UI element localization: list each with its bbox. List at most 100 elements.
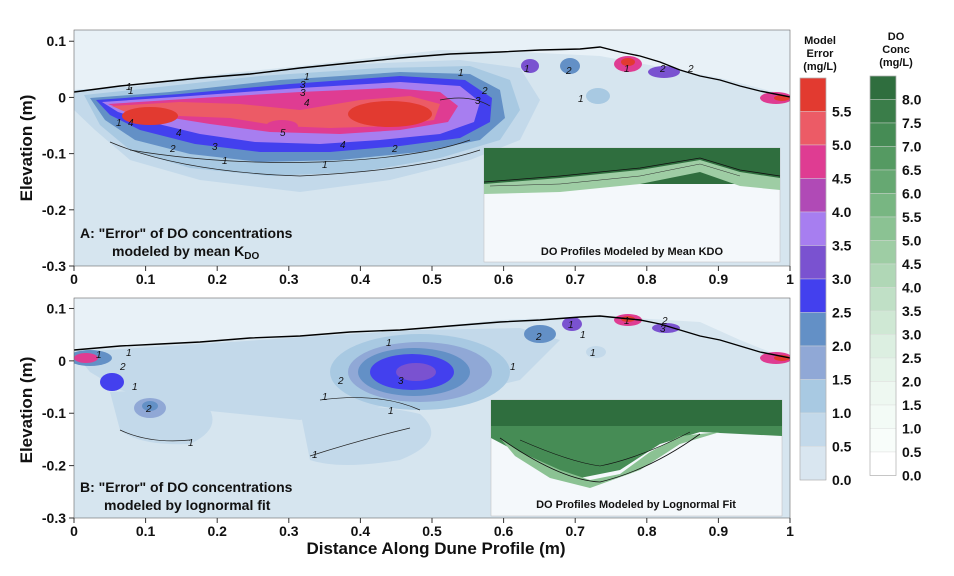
legend-do-swatch bbox=[869, 310, 897, 335]
inset-b-line bbox=[499, 433, 701, 483]
x-tick-label: 1 bbox=[786, 271, 794, 287]
y-tick-label: 0 bbox=[58, 89, 66, 105]
legend-error-swatch bbox=[799, 211, 827, 246]
contour-label-a-2: 3 bbox=[212, 142, 218, 153]
x-tick-label: 0.2 bbox=[207, 271, 227, 287]
panel-b-surface-line bbox=[74, 315, 790, 359]
inset-b-line-2 bbox=[519, 431, 691, 467]
blob-b-5 bbox=[396, 363, 436, 381]
contour-label-a-14: 1 bbox=[524, 64, 530, 75]
contour-label-b-13: 1 bbox=[568, 320, 574, 331]
contour-label-b-6: 2 bbox=[337, 376, 344, 387]
x-tick-label: 0.9 bbox=[709, 271, 729, 287]
contour-label-b-2: 1 bbox=[132, 382, 138, 393]
y-tick-label: -0.1 bbox=[42, 405, 66, 421]
patch-b-2 bbox=[74, 353, 98, 363]
x-tick-label: 0.7 bbox=[565, 271, 585, 287]
panel-b-inset: DO Profiles Modeled by Lognormal Fit bbox=[490, 399, 783, 517]
legend-error-swatch bbox=[799, 345, 827, 380]
x-tick-label: 0.1 bbox=[136, 271, 156, 287]
contour-label-b-3: 2 bbox=[145, 404, 152, 415]
legend-error-swatch bbox=[799, 446, 827, 481]
x-tick-label: 0.4 bbox=[351, 271, 371, 287]
panel-b-contour-labels: 1 2 1 2 1 1 2 3 1 1 1 1 2 1 1 1 3 2 1 1 bbox=[96, 316, 668, 461]
panel-b-x-ticks: 0 0.1 0.2 0.3 0.4 0.5 0.6 0.7 0.8 0.9 1 bbox=[70, 518, 794, 539]
panel-b-label-line1: B: "Error" of DO concentrations bbox=[80, 479, 293, 495]
legend-error-swatch bbox=[799, 379, 827, 414]
legend-do-tick: 7.5 bbox=[902, 115, 922, 131]
legend-do-swatch bbox=[869, 451, 897, 476]
legend-do-tick: 7.0 bbox=[902, 139, 922, 155]
legend-do-tick: 2.0 bbox=[902, 374, 922, 390]
legend-error-title-3: (mg/L) bbox=[803, 61, 837, 73]
legend-do-title-2: Conc bbox=[882, 44, 910, 56]
contour-label-a-16: 1 bbox=[578, 94, 584, 105]
contour-label-b-14: 1 bbox=[590, 348, 596, 359]
legend-do-swatch bbox=[869, 146, 897, 171]
legend-do-swatch bbox=[869, 357, 897, 382]
contour-label-a-11: 2 bbox=[391, 144, 398, 155]
contour-label-a-0: 1 bbox=[126, 82, 132, 93]
contour-label-a-22: 1 bbox=[304, 72, 310, 83]
legend-do-swatch bbox=[869, 75, 897, 100]
legend-do-title-1: DO bbox=[888, 31, 905, 43]
contour-label-a-19: 2 bbox=[687, 64, 694, 75]
patch-a-5 bbox=[621, 58, 635, 66]
legend-do-ticks: 8.0 7.5 7.0 6.5 6.0 5.5 5.0 4.5 4.0 3.5 3.0 2.5 2.0 1… bbox=[902, 92, 922, 484]
core-a-2 bbox=[348, 101, 432, 127]
legend-do-swatch bbox=[869, 263, 897, 288]
legend-error-swatch bbox=[799, 144, 827, 179]
legend-do-tick: 0.0 bbox=[902, 468, 922, 484]
legend-do-swatch bbox=[869, 216, 897, 241]
x-tick-label: 0.7 bbox=[565, 523, 585, 539]
legend-do-tick: 0.5 bbox=[902, 444, 922, 460]
legend-do-swatch bbox=[869, 381, 897, 406]
patch-b-3 bbox=[100, 373, 124, 391]
contour-label-a-8: 1 bbox=[322, 160, 328, 171]
legend-error-swatch bbox=[799, 178, 827, 213]
legend-do-title-3: (mg/L) bbox=[879, 57, 913, 69]
legend-do-tick: 8.0 bbox=[902, 92, 922, 108]
x-tick-label: 0 bbox=[70, 523, 78, 539]
inset-a-line-2 bbox=[489, 163, 741, 187]
legend-do-tick: 5.5 bbox=[902, 209, 922, 225]
panel-a-contour-lines bbox=[109, 97, 491, 177]
legend-error-swatch bbox=[799, 111, 827, 146]
legend-error-tick: 0.5 bbox=[832, 439, 852, 455]
panel-a-inset: DO Profiles Modeled by Mean KDO bbox=[483, 147, 781, 263]
legend-do-tick: 1.5 bbox=[902, 397, 922, 413]
panel-b-error-field bbox=[74, 298, 790, 465]
x-tick-label: 0.8 bbox=[637, 271, 657, 287]
y-tick-label: -0.2 bbox=[42, 458, 66, 474]
x-tick-label: 0.5 bbox=[422, 271, 442, 287]
legend-error-tick: 4.0 bbox=[832, 204, 852, 220]
patch-b-6 bbox=[524, 325, 556, 343]
y-tick-label: -0.1 bbox=[42, 146, 66, 162]
y-tick-label: 0.1 bbox=[47, 33, 67, 49]
panel-a-error-field bbox=[74, 30, 790, 192]
legend-do-tick: 3.5 bbox=[902, 303, 922, 319]
legend-do-swatch bbox=[869, 122, 897, 147]
inset-b-top-band bbox=[491, 400, 782, 426]
legend-do-tick: 5.0 bbox=[902, 233, 922, 249]
contour-label-a-4: 5 bbox=[280, 128, 286, 139]
contour-label-a-23: 1 bbox=[116, 118, 122, 129]
x-tick-label: 0.3 bbox=[279, 271, 299, 287]
patch-a-6 bbox=[648, 66, 680, 78]
contour-label-a-20: 4 bbox=[128, 118, 134, 129]
contour-label-a-24: 1 bbox=[128, 86, 134, 97]
y-tick-label: 0 bbox=[58, 353, 66, 369]
contour-label-a-7: 2 bbox=[481, 86, 488, 97]
contour-label-b-12: 2 bbox=[535, 332, 542, 343]
inset-b-gradient-1 bbox=[491, 426, 782, 478]
legend-do-tick: 3.0 bbox=[902, 327, 922, 343]
x-tick-label: 0.6 bbox=[494, 523, 514, 539]
legend-error-swatch bbox=[799, 278, 827, 313]
contour-label-a-18: 2 bbox=[659, 64, 666, 75]
legend-do-swatch bbox=[869, 404, 897, 429]
core-a-3 bbox=[266, 120, 298, 132]
legend-error-title-1: Model bbox=[804, 35, 836, 47]
contour-label-a-9: 4 bbox=[304, 98, 310, 109]
legend-do-swatch bbox=[869, 169, 897, 194]
x-tick-label: 0.3 bbox=[279, 523, 299, 539]
